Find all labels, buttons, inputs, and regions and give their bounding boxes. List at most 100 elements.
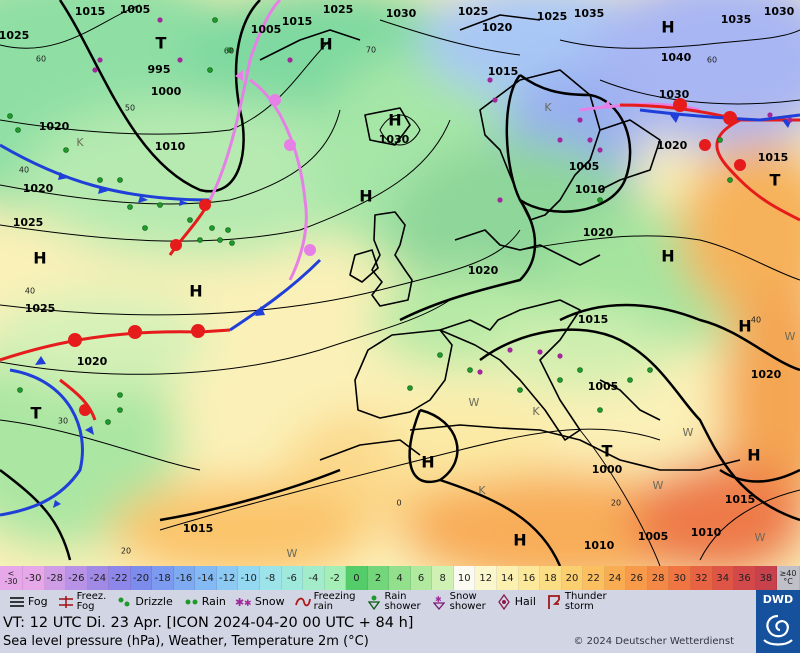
isobars: [0, 4, 800, 566]
isobar-label: 1005: [120, 3, 151, 16]
scale-cell: 10: [453, 566, 476, 590]
legend-snow-label: Snow: [254, 595, 285, 608]
minor-label: 0: [396, 499, 401, 508]
dwd-swirl-icon: [763, 614, 793, 646]
scale-cell: 12: [475, 566, 498, 590]
isobar-label: 1020: [77, 355, 108, 368]
isobar-label: 1015: [282, 15, 313, 28]
isobar-label: 1020: [23, 182, 54, 195]
legend-rain: Rain: [182, 593, 226, 611]
snow-shower-icon: ✱: [430, 593, 448, 611]
isobar-label: 1010: [575, 183, 606, 196]
minor-label: 40: [25, 287, 35, 296]
hail-icon: [495, 593, 513, 611]
isobar-label: 1030: [764, 5, 795, 18]
isobar-label: 1000: [151, 85, 182, 98]
valid-time: VT: 12 UTC Di. 23 Apr. [ICON 2024-04-20 …: [3, 615, 414, 631]
legend-freezing-fog-label-2: Fog: [76, 601, 95, 612]
scale-cell: -12: [216, 566, 239, 590]
legend-rain-label: Rain: [201, 595, 226, 608]
legend-snow: ✱ ✱ Snow: [235, 593, 285, 611]
minor-label: W: [755, 531, 766, 544]
snow-symbols: [92, 17, 793, 375]
scale-cell: -8: [260, 566, 282, 590]
minor-label: 20: [611, 499, 621, 508]
scale-cells: -30 -28 -26 -24 -22 -20 -18 -16 -14 -12 -10 -8 -6 -4-…: [23, 566, 778, 590]
isobar-label: 1030: [379, 133, 410, 146]
scale-cell: 28: [647, 566, 670, 590]
isobar-label: 1015: [578, 313, 609, 326]
legend-hail: Hail: [495, 593, 536, 611]
minor-label: W: [469, 396, 480, 409]
scale-low-end: < -30: [0, 566, 23, 590]
scale-cell: -14: [195, 566, 217, 590]
pressure-centers: T H H H H T H H H H T T H H H: [31, 18, 781, 550]
minor-label: 60: [36, 55, 46, 64]
minor-label: 30: [58, 417, 68, 426]
isobar-label: 1020: [657, 139, 688, 152]
legend-freezing-rain-label-1: Freezing: [313, 591, 356, 602]
minor-label: 50: [125, 104, 135, 113]
pressure-center-label: H: [661, 18, 674, 37]
isobars-bold: [0, 0, 800, 566]
legend-snow-shower: ✱ Snow shower: [430, 592, 486, 612]
scale-high-end: ≥40 °C: [777, 566, 800, 590]
pressure-center-label: H: [747, 446, 760, 465]
scale-cell: 38: [755, 566, 778, 590]
legend-drizzle: Drizzle: [115, 593, 173, 611]
fog-icon: [8, 593, 26, 611]
warm-front-3: [59, 378, 97, 421]
isobar-label: 1025: [323, 3, 354, 16]
isobar-label: 1035: [721, 13, 752, 26]
temperature-field: [0, 0, 800, 566]
isobar-label: 1005: [569, 160, 600, 173]
scale-cell: 2: [367, 566, 390, 590]
legend-thunderstorm-label-2: storm: [564, 601, 594, 612]
minor-label: W: [683, 426, 694, 439]
scale-cell: 22: [583, 566, 605, 590]
pressure-center-label: H: [738, 317, 751, 336]
isobar-label: 1020: [468, 264, 499, 277]
drizzle-icon: [115, 593, 133, 611]
legend-fog: Fog: [8, 593, 48, 611]
pressure-center-label: H: [189, 282, 202, 301]
svg-text:✱: ✱: [244, 599, 252, 609]
isobar-label: 1015: [75, 5, 106, 18]
legend-drizzle-label: Drizzle: [135, 595, 173, 608]
minor-label: 70: [366, 46, 376, 55]
rain-icon: [182, 593, 200, 611]
legend-snow-shower-label-2: shower: [449, 601, 486, 612]
scale-cell: 20: [561, 566, 584, 590]
minor-label: W: [785, 330, 796, 343]
pressure-center-label: H: [513, 531, 526, 550]
pressure-center-label: H: [388, 111, 401, 130]
cold-front-2: [229, 258, 322, 332]
isobar-label: 1015: [488, 65, 519, 78]
minor-label: 60: [707, 56, 717, 65]
pressure-center-label: H: [319, 35, 332, 54]
isobar-label: 1005: [251, 23, 282, 36]
minor-label: 60: [224, 47, 234, 56]
legend-freezing-fog-label-1: Freez.: [76, 591, 107, 602]
scale-cell: -22: [109, 566, 131, 590]
rain-shower-icon: [365, 593, 383, 611]
cold-front-3: [0, 368, 84, 517]
scale-cell: 4: [389, 566, 411, 590]
copyright: © 2024 Deutscher Wetterdienst: [573, 636, 734, 647]
isobar-label: 1035: [574, 7, 605, 20]
isobar-label: 1020: [583, 226, 614, 239]
isobar-label: 1020: [39, 120, 70, 133]
legend-freezing-rain-label-2: rain: [313, 601, 333, 612]
coastlines: [259, 14, 741, 471]
isobar-label: 1025: [25, 302, 56, 315]
isobar-label: 1020: [751, 368, 782, 381]
pressure-center-label: T: [31, 404, 42, 423]
minor-label: K: [532, 405, 540, 418]
scale-high-top: ≥40: [779, 569, 797, 578]
scale-cell: -16: [173, 566, 196, 590]
legend-thunderstorm-label-1: Thunder: [564, 591, 607, 602]
minor-label: 40: [19, 166, 29, 175]
isobar-label: 1010: [155, 140, 186, 153]
isobar-label: 1010: [584, 539, 615, 552]
